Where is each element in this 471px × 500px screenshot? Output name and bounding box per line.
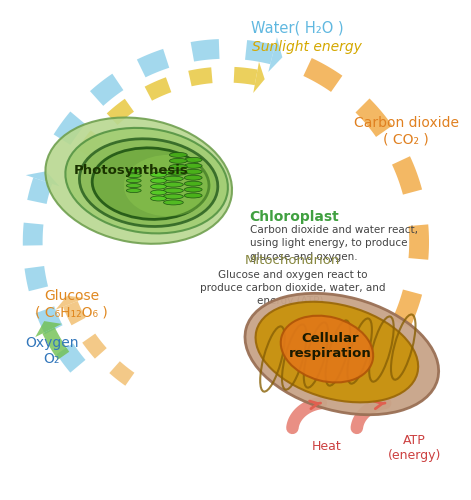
Polygon shape xyxy=(408,224,429,260)
Polygon shape xyxy=(42,328,69,360)
Polygon shape xyxy=(63,301,86,326)
Ellipse shape xyxy=(151,190,166,195)
Polygon shape xyxy=(27,178,52,204)
Polygon shape xyxy=(109,361,134,386)
Ellipse shape xyxy=(65,128,228,234)
Ellipse shape xyxy=(126,178,141,182)
Polygon shape xyxy=(268,38,283,72)
Ellipse shape xyxy=(151,196,166,201)
Polygon shape xyxy=(191,39,219,62)
Text: Chloroplast: Chloroplast xyxy=(250,210,340,224)
Polygon shape xyxy=(24,266,48,291)
Text: Oxygen
O₂: Oxygen O₂ xyxy=(25,336,78,366)
Ellipse shape xyxy=(151,178,166,183)
Polygon shape xyxy=(77,130,103,158)
Polygon shape xyxy=(23,222,43,246)
Polygon shape xyxy=(350,366,375,392)
Polygon shape xyxy=(392,290,422,328)
Ellipse shape xyxy=(163,194,183,199)
Text: Glucose and oxygen react to
produce carbon dioxide, water, and
energy (ATP).: Glucose and oxygen react to produce carb… xyxy=(200,270,385,306)
Ellipse shape xyxy=(184,181,202,186)
Ellipse shape xyxy=(163,200,183,205)
Ellipse shape xyxy=(184,164,202,168)
Ellipse shape xyxy=(170,152,187,158)
Ellipse shape xyxy=(184,187,202,192)
Ellipse shape xyxy=(170,170,187,175)
Polygon shape xyxy=(35,321,62,337)
Ellipse shape xyxy=(126,169,141,172)
Text: Mitochondrion: Mitochondrion xyxy=(244,254,340,267)
Text: Carbon dioxide
( CO₂ ): Carbon dioxide ( CO₂ ) xyxy=(354,116,459,146)
Ellipse shape xyxy=(126,184,141,188)
Ellipse shape xyxy=(151,172,166,177)
Polygon shape xyxy=(137,49,169,78)
Polygon shape xyxy=(253,62,265,93)
Text: Water( H₂O ): Water( H₂O ) xyxy=(251,20,343,35)
Polygon shape xyxy=(54,112,85,145)
Ellipse shape xyxy=(256,302,418,402)
Polygon shape xyxy=(392,156,422,194)
Text: Photosynthesis: Photosynthesis xyxy=(73,164,188,177)
Ellipse shape xyxy=(245,294,439,414)
Ellipse shape xyxy=(184,175,202,180)
Polygon shape xyxy=(245,40,275,64)
Polygon shape xyxy=(36,306,63,334)
Text: Heat: Heat xyxy=(312,440,342,452)
Polygon shape xyxy=(82,334,107,358)
Text: Sunlight energy: Sunlight energy xyxy=(252,40,362,54)
Polygon shape xyxy=(56,296,85,310)
Ellipse shape xyxy=(163,170,183,175)
Polygon shape xyxy=(107,99,134,125)
Polygon shape xyxy=(57,343,85,372)
Ellipse shape xyxy=(184,193,202,198)
Polygon shape xyxy=(188,68,212,86)
Polygon shape xyxy=(145,78,171,100)
Ellipse shape xyxy=(170,164,187,170)
Polygon shape xyxy=(356,347,392,386)
Ellipse shape xyxy=(124,155,213,216)
Text: Cellular
respiration: Cellular respiration xyxy=(289,332,371,360)
Ellipse shape xyxy=(163,188,183,193)
Ellipse shape xyxy=(281,316,373,382)
Ellipse shape xyxy=(126,188,141,192)
Polygon shape xyxy=(303,58,342,92)
Ellipse shape xyxy=(80,139,218,226)
Ellipse shape xyxy=(92,148,209,220)
Text: ATP
(energy): ATP (energy) xyxy=(388,434,441,462)
Ellipse shape xyxy=(184,170,202,174)
Ellipse shape xyxy=(184,158,202,162)
Text: Glucose
( C₆H₁₂O₆ ): Glucose ( C₆H₁₂O₆ ) xyxy=(35,290,108,320)
Text: Carbon dioxide and water react,
using light energy, to produce
glucose and oxyge: Carbon dioxide and water react, using li… xyxy=(250,225,418,262)
Ellipse shape xyxy=(126,174,141,178)
Ellipse shape xyxy=(163,176,183,181)
Ellipse shape xyxy=(170,158,187,164)
Polygon shape xyxy=(26,172,60,186)
Ellipse shape xyxy=(163,182,183,187)
Ellipse shape xyxy=(45,118,232,244)
Polygon shape xyxy=(234,67,258,85)
Polygon shape xyxy=(356,98,392,137)
Ellipse shape xyxy=(151,184,166,189)
Polygon shape xyxy=(90,74,123,106)
